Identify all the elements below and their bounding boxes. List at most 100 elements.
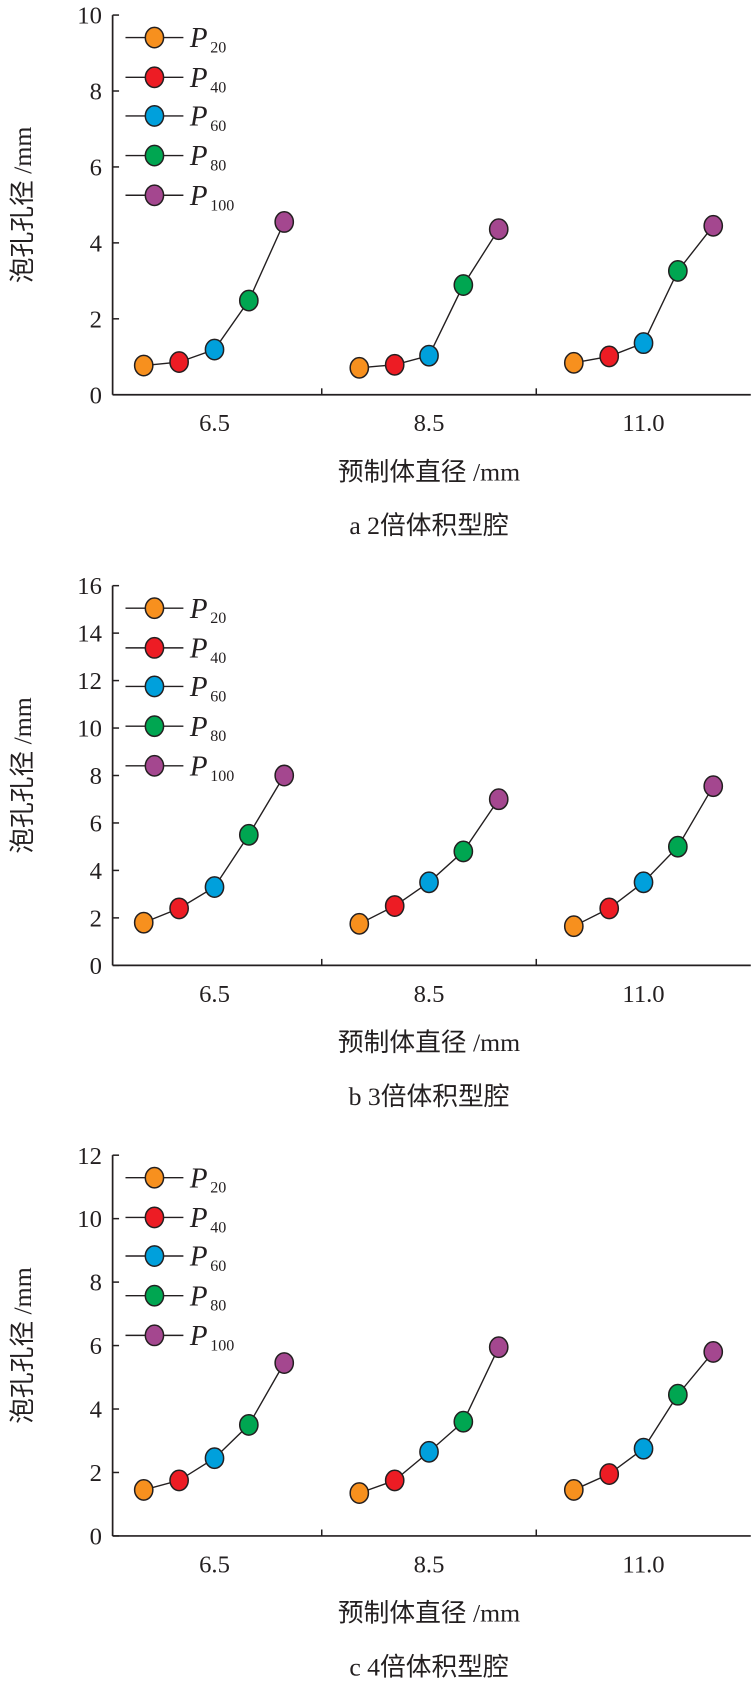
data-point-P40 [169,351,189,374]
legend-label: P [189,180,208,212]
x-tick-label: 6.5 [199,410,230,437]
group-line-11.0 [573,785,714,927]
y-tick-label: 0 [90,953,102,980]
data-point-P100 [274,211,295,233]
legend-marker [144,675,165,698]
y-tick-label: 12 [77,668,102,695]
legend-marker [144,1284,165,1307]
data-point-P40 [384,353,405,376]
x-tick-label: 11.0 [622,981,664,1008]
legend-marker [144,636,165,659]
legend-label: P [189,101,208,133]
legend-item-P80: P 80 [125,1280,226,1315]
data-point-P80 [238,289,259,312]
x-axis-label: 预制体直径 /mm [338,1599,520,1628]
data-point-P80 [453,274,474,296]
data-point-P60 [419,871,439,894]
y-tick-label: 14 [77,621,102,648]
data-point-P40 [384,895,405,917]
data-point-P100 [703,1340,724,1363]
data-point-P60 [204,338,225,361]
legend-item-P20: P 20 [125,22,226,57]
legend-label: P [189,1280,208,1312]
x-tick-label: 11.0 [622,1551,664,1578]
chart-panel-c: 0 2 4 6 8 10 12 6.5 8.5 11.0 泡孔孔径 /mm 预制体直径 /mm c 4倍… [8,1143,751,1681]
legend-subscript: 40 [210,79,226,96]
legend-label: P [189,711,208,743]
group-line-11.0 [573,1351,714,1491]
x-tick-label: 11.0 [622,410,664,437]
legend-item-P80: P 80 [125,140,226,175]
y-tick-label: 10 [77,716,102,743]
legend-item-P80: P 80 [125,711,226,745]
y-axis-label: 泡孔孔径 /mm [8,127,37,284]
legend-marker [144,754,165,777]
legend-subscript: 20 [210,1180,226,1197]
legend-label: P [189,1241,208,1273]
data-point-P60 [633,332,654,355]
y-tick-label: 6 [90,811,102,838]
y-tick-label: 10 [77,1206,102,1233]
y-tick-label: 12 [77,1143,102,1170]
data-point-P80 [453,1410,474,1433]
legend-label: P [189,140,208,172]
legend-item-P40: P 40 [125,62,226,96]
x-tick-label: 8.5 [414,1551,445,1578]
data-point-P100 [488,218,509,241]
data-point-P60 [633,1437,654,1460]
legend-subscript: 60 [210,118,226,135]
legend-item-P100: P 100 [125,180,234,214]
group-line-8.5 [359,1346,500,1494]
legend-subscript: 100 [210,197,234,214]
legend-label: P [189,633,208,665]
data-point-P60 [204,1447,225,1470]
legend-marker [144,1206,165,1229]
data-point-P20 [349,356,370,379]
group-line-8.5 [358,798,500,925]
y-tick-label: 4 [90,858,102,885]
legend-label: P [189,62,208,94]
y-tick-label: 8 [90,763,102,790]
data-point-P20 [349,912,370,935]
data-point-P40 [599,897,620,920]
data-point-P100 [488,788,509,811]
data-point-P40 [599,345,620,368]
data-point-P40 [384,1469,405,1492]
y-axis-label: 泡孔孔径 /mm [8,697,37,854]
y-tick-label: 2 [90,1460,102,1487]
data-point-P100 [488,1336,509,1359]
x-axis-label: 预制体直径 /mm [338,1028,520,1057]
data-point-P20 [563,351,584,374]
legend-subscript: 80 [210,1298,226,1315]
legend-marker [144,26,165,49]
legend-subscript: 60 [210,1258,226,1275]
y-tick-label: 16 [77,573,102,600]
legend-label: P [189,593,208,625]
x-tick-label: 6.5 [199,1551,230,1578]
legend-label: P [189,751,208,783]
data-point-P60 [419,344,439,367]
data-point-P100 [703,775,724,798]
data-point-P40 [599,1463,620,1486]
data-point-P80 [667,260,688,282]
group-line-6.5 [143,1362,285,1491]
data-point-P60 [633,871,654,894]
y-axis-label: 泡孔孔径 /mm [8,1267,37,1424]
legend-subscript: 80 [210,158,226,175]
data-point-P100 [703,214,724,237]
data-point-P80 [453,840,474,863]
y-tick-label: 0 [90,382,102,409]
group-line-6.5 [143,775,285,924]
legend-item-P100: P 100 [125,1320,234,1354]
data-point-P80 [238,1413,259,1436]
legend-marker [144,66,165,89]
legend-label: P [189,1162,208,1194]
legend-label: P [189,1320,208,1352]
legend-item-P60: P 60 [125,671,226,705]
chart-caption: c 4倍体积型腔 [349,1652,508,1681]
x-axis-label: 预制体直径 /mm [338,458,520,487]
chart-panel-a: 0 2 4 6 8 10 6.5 8.5 11.0 泡孔孔径 /mm 预制体直径 /mm a 2倍体积… [8,3,751,540]
legend-marker [144,104,165,127]
legend-marker [144,1245,165,1267]
